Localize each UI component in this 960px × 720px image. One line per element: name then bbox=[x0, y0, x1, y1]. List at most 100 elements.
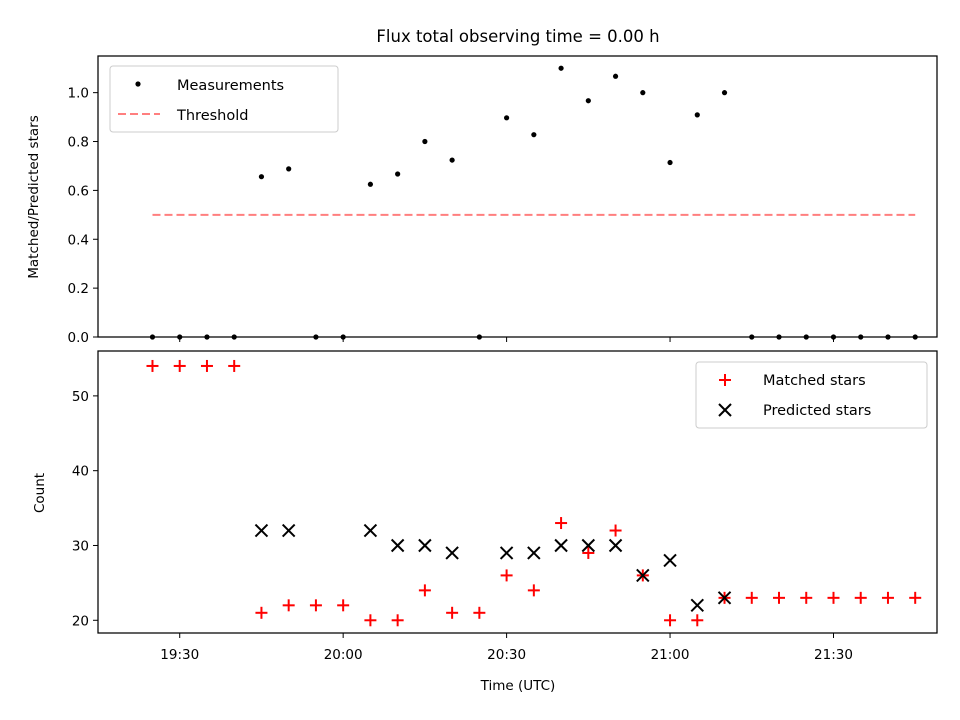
measurement-point bbox=[286, 166, 292, 172]
matched-stars-point bbox=[391, 614, 404, 627]
matched-stars-point bbox=[500, 569, 513, 582]
bottom-legend-box bbox=[695, 361, 928, 429]
predicted-stars-point bbox=[254, 523, 269, 538]
predicted-stars-point-b bbox=[717, 591, 732, 605]
legend-matched-label: Matched stars bbox=[763, 373, 866, 389]
legend-measurements-label: Measurements bbox=[177, 78, 284, 94]
matched-stars-point bbox=[418, 584, 431, 597]
predicted-stars-point bbox=[636, 568, 650, 583]
predicted-stars-point bbox=[527, 546, 541, 560]
predicted-stars-point bbox=[717, 591, 732, 605]
matched-stars-point bbox=[282, 599, 295, 612]
y-tick-label: 20 bbox=[72, 613, 89, 629]
legend-predicted-label: Predicted stars bbox=[763, 403, 871, 419]
matched-stars-point bbox=[691, 614, 704, 627]
predicted-stars-point bbox=[581, 538, 596, 553]
matched-stars-point bbox=[555, 517, 568, 530]
matched-stars-point bbox=[337, 599, 350, 612]
top-y-axis-label: Matched/Predicted stars bbox=[26, 115, 42, 278]
predicted-stars-point bbox=[281, 523, 296, 538]
matched-stars-point bbox=[881, 591, 894, 604]
matched-stars-point bbox=[364, 614, 377, 627]
predicted-stars-point bbox=[445, 546, 459, 560]
matched-stars-point bbox=[664, 614, 677, 627]
bottom-panel-ticks: 20 30 40 50 19:30 20:00 20:30 21:00 21:30 bbox=[72, 389, 853, 663]
chart-title: Flux total observing time = 0.00 h bbox=[376, 27, 659, 46]
x-axis-label: Time (UTC) bbox=[480, 678, 556, 694]
y-tick-label: 0.2 bbox=[68, 281, 89, 297]
matched-stars-point bbox=[527, 584, 540, 597]
top-panel-ticks: 0.0 0.2 0.4 0.6 0.8 1.0 bbox=[68, 86, 834, 346]
predicted-stars-point bbox=[663, 553, 677, 568]
matched-stars-point bbox=[173, 359, 186, 372]
measurement-point bbox=[612, 73, 619, 79]
predicted-stars-point-b bbox=[254, 523, 269, 538]
matched-stars-point bbox=[609, 524, 622, 537]
matched-stars-point bbox=[800, 591, 813, 604]
measurement-point bbox=[422, 138, 428, 145]
y-tick-label: 1.0 bbox=[68, 86, 89, 102]
measurement-point bbox=[504, 115, 510, 121]
predicted-stars-point-b bbox=[281, 523, 296, 538]
matched-stars-point bbox=[909, 591, 922, 604]
y-tick-label: 0.8 bbox=[68, 135, 89, 151]
measurement-point bbox=[667, 159, 673, 166]
matched-stars-point bbox=[255, 606, 268, 619]
measurement-point bbox=[694, 112, 700, 118]
y-tick-label: 50 bbox=[72, 389, 89, 405]
matched-stars-point bbox=[146, 359, 159, 372]
bottom-panel-frame bbox=[97, 350, 938, 634]
measurement-point bbox=[395, 171, 401, 177]
measurement-point bbox=[531, 132, 537, 138]
x-tick-label: 19:30 bbox=[160, 647, 199, 663]
predicted-stars-point bbox=[390, 538, 405, 553]
bottom-y-axis-label: Count bbox=[32, 473, 48, 513]
matched-stars-point bbox=[582, 546, 595, 559]
matched-stars-point bbox=[773, 591, 786, 604]
y-tick-label: 30 bbox=[72, 538, 89, 554]
matched-stars-point bbox=[446, 606, 459, 619]
predicted-stars-point-b bbox=[636, 568, 650, 583]
predicted-stars-point bbox=[363, 523, 378, 538]
x-tick-label: 21:30 bbox=[814, 647, 853, 663]
legend-threshold-label: Threshold bbox=[176, 108, 248, 124]
y-tick-label: 0.6 bbox=[68, 183, 89, 199]
measurement-point bbox=[558, 65, 564, 71]
predicted-stars-point bbox=[608, 538, 623, 553]
matched-stars-point bbox=[200, 359, 213, 372]
predicted-stars-point-b bbox=[608, 538, 623, 553]
y-tick-label: 40 bbox=[72, 464, 89, 480]
x-tick-label: 20:30 bbox=[487, 647, 526, 663]
predicted-stars-point-b bbox=[418, 538, 432, 553]
measurement-point bbox=[367, 181, 374, 187]
top-panel: 0.0 0.2 0.4 0.6 0.8 1.0 Matched/Predicted sta… bbox=[26, 55, 938, 346]
top-panel-frame bbox=[97, 55, 938, 338]
top-legend-box bbox=[109, 65, 339, 133]
legend-predicted-marker bbox=[718, 403, 732, 417]
matched-stars-point bbox=[473, 606, 486, 619]
x-tick-label: 21:00 bbox=[651, 647, 690, 663]
predicted-stars-point bbox=[418, 538, 432, 553]
measurement-point bbox=[640, 90, 646, 96]
bottom-legend: Matched stars Predicted stars bbox=[695, 361, 928, 429]
top-legend: Measurements Threshold bbox=[109, 65, 339, 133]
measurement-point bbox=[721, 90, 728, 96]
bottom-panel-marks bbox=[146, 359, 922, 627]
matched-stars-point bbox=[827, 591, 840, 604]
predicted-stars-point-b bbox=[363, 523, 378, 538]
predicted-stars-point-b bbox=[663, 553, 677, 568]
predicted-stars-point-b bbox=[690, 598, 704, 613]
x-tick-label: 20:00 bbox=[324, 647, 363, 663]
predicted-stars-point bbox=[499, 546, 514, 560]
matched-stars-point bbox=[745, 591, 758, 604]
matched-stars-point bbox=[854, 591, 867, 604]
predicted-stars-point-b bbox=[581, 538, 596, 553]
predicted-stars-point-b bbox=[527, 546, 541, 560]
y-tick-label: 0.0 bbox=[68, 330, 89, 346]
predicted-stars-point-b bbox=[499, 546, 514, 560]
matched-stars-point bbox=[228, 359, 241, 372]
matched-stars-point bbox=[309, 599, 322, 612]
predicted-stars-point-b bbox=[554, 538, 568, 553]
